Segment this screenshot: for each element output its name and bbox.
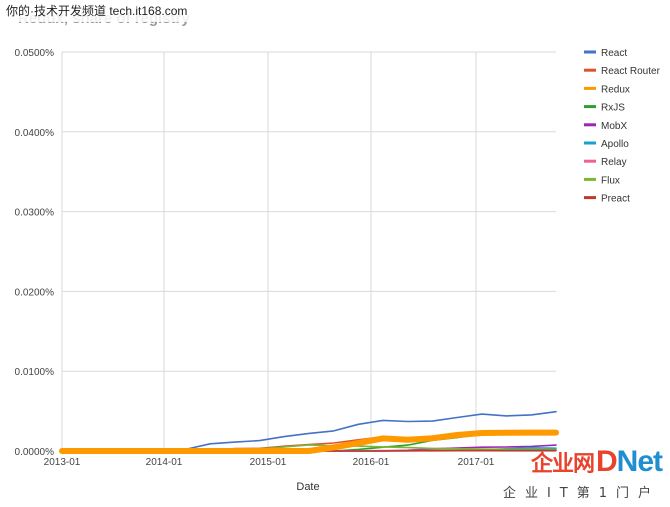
y-tick-label: 0.0200%: [15, 287, 55, 298]
x-tick-label: 2017-01: [458, 457, 495, 468]
legend-label: MobX: [601, 121, 627, 132]
series-line-redux: [59, 429, 559, 454]
logo-subtitle: 企业IT第1门户: [502, 486, 660, 501]
legend-label: Preact: [601, 194, 630, 205]
x-tick-label: 2016-01: [353, 457, 390, 468]
logo-cn: 企业网: [530, 451, 595, 476]
logo-d: D: [595, 445, 618, 478]
y-tick-label: 0.0100%: [15, 367, 55, 378]
legend-label: React Router: [601, 66, 661, 77]
legend-label: Apollo: [601, 139, 629, 150]
legend-label: Relay: [601, 157, 627, 168]
legend-label: Redux: [601, 84, 630, 95]
y-tick-label: 0.0500%: [15, 48, 55, 59]
x-tick-label: 2014-01: [146, 457, 183, 468]
y-tick-label: 0.0000%: [15, 447, 55, 458]
logo-net: Net: [616, 445, 663, 478]
legend-label: Flux: [601, 175, 620, 186]
x-axis-title: Date: [296, 481, 319, 493]
x-tick-label: 2013-01: [44, 457, 81, 468]
legend-label: RxJS: [601, 103, 625, 114]
y-tick-label: 0.0300%: [15, 208, 55, 219]
legend-label: React: [601, 48, 627, 59]
watermark-top: 你的·技术开发频道 tech.it168.com: [0, 0, 196, 22]
dinet-logo: 企业网DNet: [530, 445, 663, 479]
x-tick-label: 2015-01: [250, 457, 287, 468]
y-tick-label: 0.0400%: [15, 128, 55, 139]
